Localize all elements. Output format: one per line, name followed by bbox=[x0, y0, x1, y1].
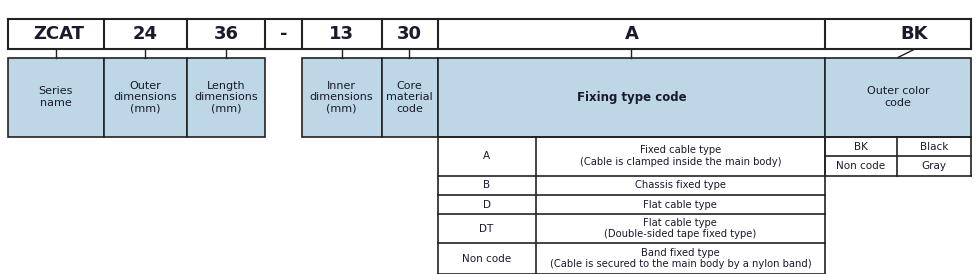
Text: A: A bbox=[624, 25, 638, 43]
Text: -: - bbox=[280, 25, 288, 43]
Text: Flat cable type
(Double-sided tape fixed type): Flat cable type (Double-sided tape fixed… bbox=[603, 218, 756, 239]
Text: BK: BK bbox=[853, 142, 867, 152]
Text: B: B bbox=[482, 180, 490, 190]
Text: Fixed cable type
(Cable is clamped inside the main body): Fixed cable type (Cable is clamped insid… bbox=[579, 145, 780, 167]
Bar bbox=[437, 58, 824, 137]
Text: Flat cable type: Flat cable type bbox=[643, 199, 717, 210]
Text: Chassis fixed type: Chassis fixed type bbox=[635, 180, 725, 190]
Bar bbox=[187, 58, 265, 137]
Text: Inner
dimensions
(mm): Inner dimensions (mm) bbox=[310, 81, 373, 114]
Bar bbox=[381, 58, 437, 137]
Text: Fixing type code: Fixing type code bbox=[576, 91, 686, 104]
Text: Non code: Non code bbox=[462, 253, 511, 264]
Text: Gray: Gray bbox=[920, 161, 946, 171]
Bar bbox=[104, 58, 187, 137]
Text: 30: 30 bbox=[396, 25, 422, 43]
Bar bbox=[8, 58, 104, 137]
Bar bbox=[301, 58, 381, 137]
Text: Outer
dimensions
(mm): Outer dimensions (mm) bbox=[113, 81, 177, 114]
Text: 24: 24 bbox=[132, 25, 157, 43]
Text: Series
name: Series name bbox=[38, 87, 73, 108]
Text: A: A bbox=[482, 151, 490, 161]
Text: Core
material
code: Core material code bbox=[386, 81, 432, 114]
Text: Outer color
code: Outer color code bbox=[867, 87, 928, 108]
Text: Band fixed type
(Cable is secured to the main body by a nylon band): Band fixed type (Cable is secured to the… bbox=[549, 248, 811, 269]
Text: Black: Black bbox=[919, 142, 947, 152]
Text: Non code: Non code bbox=[835, 161, 885, 171]
Text: 36: 36 bbox=[213, 25, 239, 43]
Text: ZCAT: ZCAT bbox=[33, 25, 84, 43]
Text: DT: DT bbox=[479, 224, 493, 234]
Text: D: D bbox=[482, 199, 490, 210]
Bar bbox=[824, 58, 970, 137]
Text: BK: BK bbox=[900, 25, 927, 43]
Text: 13: 13 bbox=[329, 25, 354, 43]
Text: Length
dimensions
(mm): Length dimensions (mm) bbox=[195, 81, 257, 114]
